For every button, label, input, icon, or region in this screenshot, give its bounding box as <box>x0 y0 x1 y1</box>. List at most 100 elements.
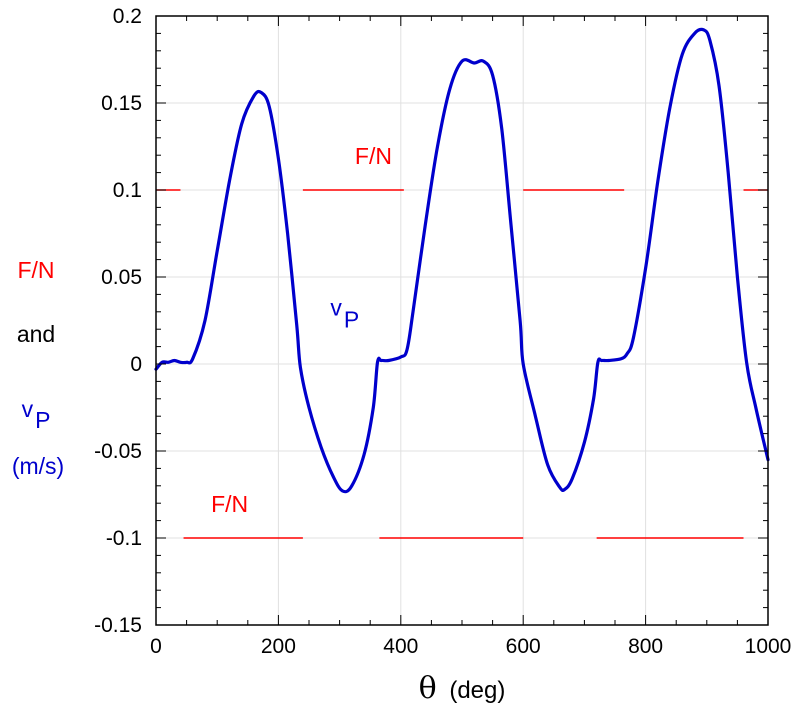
x-axis-label-unit: (deg) <box>449 677 505 704</box>
annotation-text: F/N <box>211 491 248 517</box>
series-vp <box>154 27 770 494</box>
vp-point <box>669 105 671 108</box>
vp-point <box>341 490 344 492</box>
vp-point <box>363 453 365 456</box>
vp-point <box>412 311 414 313</box>
y-label-subscript: P <box>35 407 50 433</box>
vp-point <box>332 476 335 478</box>
vp-point <box>564 488 566 491</box>
vp-point <box>380 359 383 362</box>
vp-point <box>718 84 720 87</box>
vp-point <box>167 361 169 364</box>
y-tick-label: 0.1 <box>113 179 142 202</box>
vp-point <box>424 224 427 226</box>
y-label-line: (m/s) <box>12 453 64 479</box>
x-tick-label: 0 <box>150 635 162 658</box>
x-tick-label: 200 <box>261 635 296 658</box>
vp-point <box>501 128 503 130</box>
vp-point <box>510 224 512 226</box>
y-label-text: (m/s) <box>12 453 64 479</box>
vp-point <box>600 359 603 362</box>
vp-point <box>681 53 684 56</box>
vp-point <box>745 361 748 364</box>
vp-point <box>179 361 182 364</box>
vp-point <box>626 352 628 355</box>
y-label-line: and <box>17 321 55 347</box>
vp-point <box>534 415 537 418</box>
vp-point <box>755 406 757 409</box>
vp-point <box>473 62 476 64</box>
vp-point <box>597 361 599 364</box>
vp-point <box>482 60 485 62</box>
annotation-text: F/N <box>355 143 392 169</box>
y-label-text: and <box>17 321 55 347</box>
vp-point <box>632 337 635 339</box>
vp-point <box>709 39 711 42</box>
vp-point <box>253 95 255 97</box>
vp-point <box>644 267 647 270</box>
vp-point <box>522 363 524 365</box>
vp-point <box>240 123 243 125</box>
x-tick-label: 400 <box>383 635 418 658</box>
vp-point <box>277 157 280 160</box>
vp-point <box>260 91 263 94</box>
vp-point <box>491 74 494 76</box>
vp-point <box>461 60 463 62</box>
vp-point <box>608 359 610 362</box>
y-tick-label: 0 <box>130 353 142 376</box>
vp-point <box>736 276 739 278</box>
y-tick-label: -0.1 <box>106 527 142 550</box>
vp-point <box>191 358 194 360</box>
y-label-line: F/N <box>17 257 54 283</box>
vp-point <box>620 358 622 360</box>
annotation-subscript: P <box>344 306 359 332</box>
vp-point <box>400 356 402 358</box>
vp-point <box>376 361 379 364</box>
annotation-label: F/N <box>355 143 392 169</box>
vp-point <box>161 361 163 364</box>
vp-point <box>185 361 188 364</box>
x-tick-label: 800 <box>628 635 663 658</box>
vp-point <box>299 366 302 369</box>
annotation-label: vP <box>330 294 359 332</box>
y-axis-label: F/N and vP (m/s) <box>12 257 64 479</box>
vp-point <box>449 88 451 90</box>
y-tick-label: -0.15 <box>94 614 142 637</box>
annotations: F/N vP F/N <box>211 143 392 517</box>
y-label-text: v <box>22 396 34 422</box>
vp-point <box>519 319 521 322</box>
y-tick-label: -0.05 <box>94 440 142 463</box>
vp-point <box>320 446 323 449</box>
vp-point <box>571 478 573 480</box>
vp-point <box>387 359 390 362</box>
vp-point <box>592 398 595 400</box>
y-tick-label: 0.2 <box>113 5 142 28</box>
vp-curve <box>154 27 770 494</box>
y-tick-label: 0.15 <box>101 92 142 115</box>
vp-point <box>204 319 206 322</box>
vp-point <box>173 359 176 362</box>
vp-point <box>727 171 729 174</box>
x-axis-label-symbol: θ <box>419 671 437 706</box>
vp-point <box>216 250 218 252</box>
y-label-line: vP <box>22 396 51 433</box>
vp-point <box>372 406 375 409</box>
vp-point <box>693 32 696 35</box>
y-label-text: F/N <box>17 257 54 283</box>
vp-point <box>228 180 231 183</box>
x-tick-label: 1000 <box>745 635 792 658</box>
vp-point <box>657 180 659 183</box>
vp-point <box>436 145 439 148</box>
vp-point <box>406 349 408 351</box>
annotation-label: F/N <box>211 491 248 517</box>
vp-point <box>583 441 586 444</box>
vp-point <box>351 485 353 487</box>
vp-point <box>559 486 561 489</box>
vp-point <box>702 29 705 31</box>
x-axis-label: θ (deg) <box>419 671 506 706</box>
x-tick-label: 600 <box>506 635 541 658</box>
series-fn <box>156 189 768 539</box>
y-tick-label: 0.05 <box>101 266 142 289</box>
vp-point <box>296 324 298 327</box>
